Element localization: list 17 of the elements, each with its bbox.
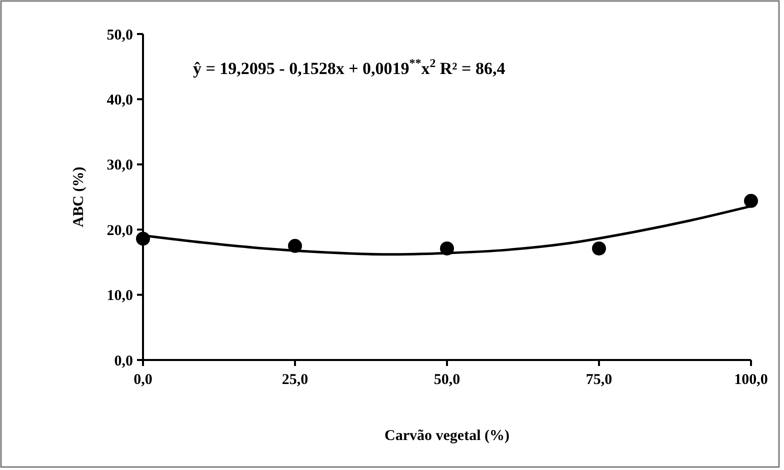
x-tick-label: 50,0	[434, 372, 460, 388]
point	[136, 232, 150, 246]
x-tick-label: 25,0	[282, 372, 308, 388]
x-axis-title: Carvão vegetal (%)	[384, 428, 510, 444]
y-tick-label: 0,0	[114, 353, 133, 370]
x-tick-label: 0,0	[134, 372, 152, 388]
y-axis-title: ABC (%)	[71, 166, 87, 228]
y-tick-label: 40,0	[106, 92, 133, 108]
y-tick-label: 30,0	[106, 158, 133, 174]
x-tick-label: 100,0	[734, 372, 768, 388]
y-tick-label: 20,0	[106, 222, 133, 239]
y-tick-label: 10,0	[106, 288, 133, 304]
annotation: ŷ = 19,2095 - 0,1528x + 0,0019$^{**}$x$^{2}$ R² = 86,4	[193, 56, 506, 78]
point	[592, 242, 606, 256]
point	[744, 194, 758, 208]
y-tick-label: 50,0	[106, 27, 133, 44]
x-tick-label: 75,0	[586, 372, 612, 388]
